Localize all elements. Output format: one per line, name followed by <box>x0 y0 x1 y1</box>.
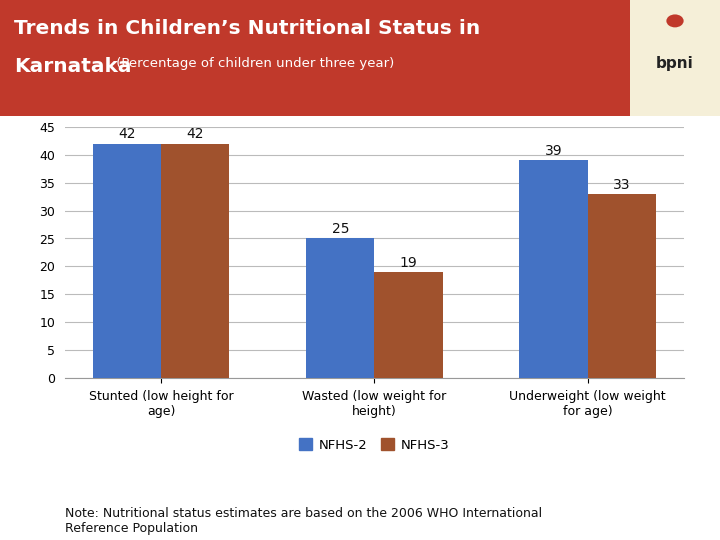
Bar <box>306 239 374 378</box>
Text: 42: 42 <box>118 127 136 141</box>
Legend: NFHS-2, NFHS-3: NFHS-2, NFHS-3 <box>300 438 449 452</box>
Text: 42: 42 <box>186 127 204 141</box>
Bar <box>519 160 588 378</box>
Bar <box>93 144 161 378</box>
Text: 25: 25 <box>331 222 349 237</box>
Text: 39: 39 <box>545 144 562 158</box>
Text: Note: Nutritional status estimates are based on the 2006 WHO International
Refer: Note: Nutritional status estimates are b… <box>65 507 542 535</box>
Text: 19: 19 <box>400 256 418 270</box>
Bar <box>161 144 230 378</box>
Text: (Percentage of children under three year): (Percentage of children under three year… <box>112 57 394 70</box>
Text: Trends in Children’s Nutritional Status in: Trends in Children’s Nutritional Status … <box>14 19 481 38</box>
Bar <box>374 272 443 378</box>
Bar <box>588 194 656 378</box>
Text: bpni: bpni <box>656 56 694 71</box>
Text: Karnataka: Karnataka <box>14 57 132 76</box>
Text: 33: 33 <box>613 178 631 192</box>
